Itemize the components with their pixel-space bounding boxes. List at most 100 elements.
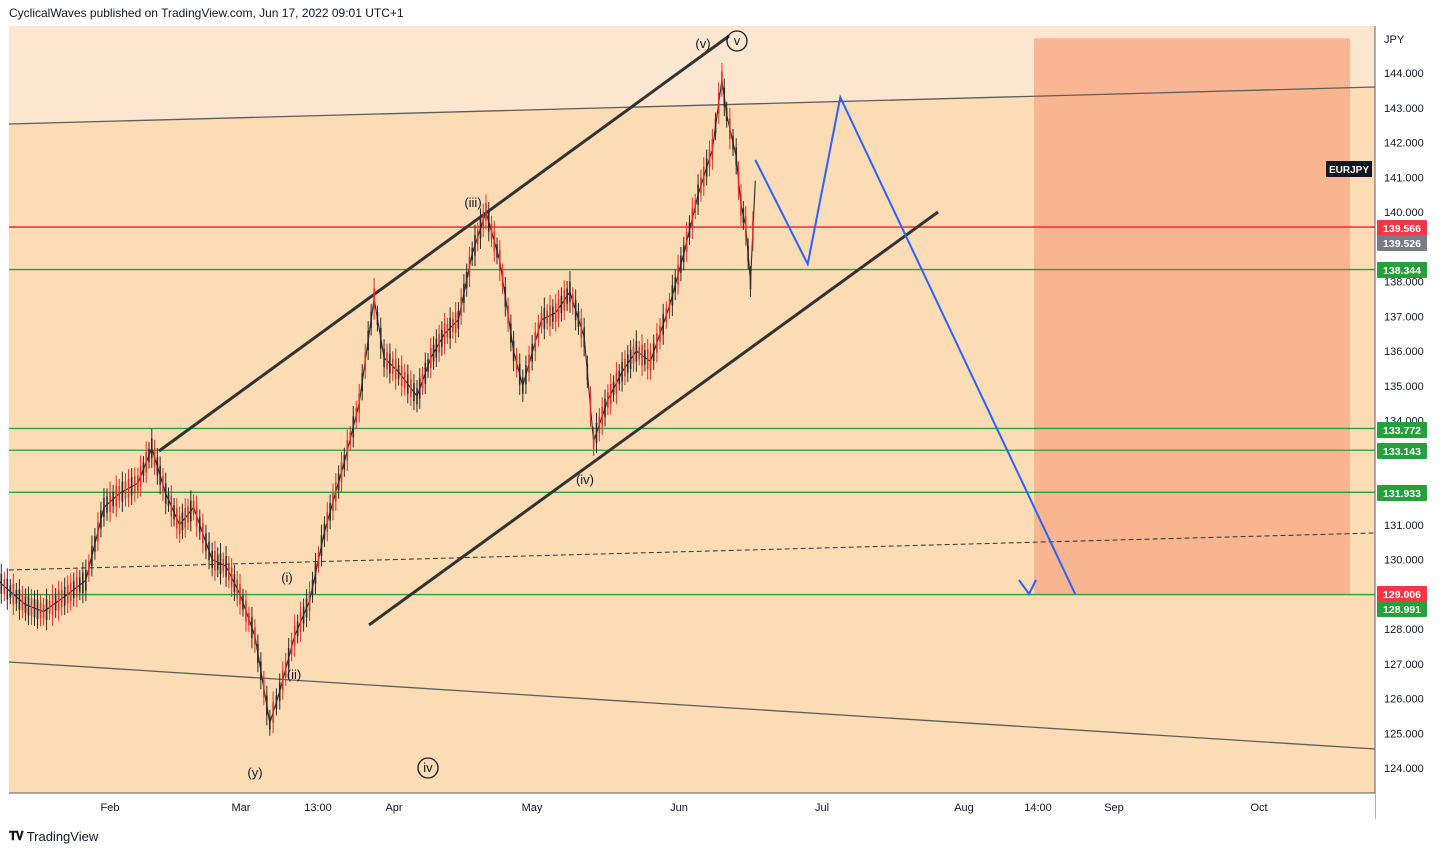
candle-body: [164, 483, 167, 504]
candle-body: [474, 234, 476, 256]
channel-lower-line[interactable]: [368, 210, 939, 627]
candle-body: [323, 524, 326, 540]
candle-body: [571, 294, 574, 308]
candle-body: [184, 508, 187, 528]
candle-body: [21, 593, 24, 611]
x-tick-label: 14:00: [1024, 802, 1052, 814]
channel-upper-line[interactable]: [158, 34, 730, 453]
upper-trendline[interactable]: [8, 86, 1376, 125]
time-axis[interactable]: [0, 793, 1375, 819]
candle-body: [214, 550, 216, 571]
candle-body: [6, 578, 9, 600]
candle-body: [216, 554, 219, 570]
candle-body: [335, 482, 337, 502]
price-tag-label: 139.566: [1383, 223, 1421, 235]
candle-body: [589, 396, 592, 417]
candle-body: [82, 572, 84, 593]
candle-body: [697, 184, 699, 205]
candle-body: [162, 476, 164, 493]
candle-body: [178, 515, 181, 534]
candle-body: [167, 493, 170, 506]
candle-body: [355, 407, 358, 423]
target-zone: [1034, 38, 1350, 595]
candle-body: [314, 563, 317, 584]
price-tag: [1377, 235, 1427, 251]
candle-body: [525, 365, 527, 385]
candle-body: [554, 303, 557, 323]
candle-body: [30, 597, 33, 616]
candle-body: [236, 579, 239, 598]
candle-body: [3, 579, 6, 594]
candle-body: [290, 639, 293, 655]
candle-body: [302, 606, 305, 624]
x-tick-label: May: [522, 802, 543, 814]
price-tags: 139.566 139.526 138.344 133.772 133.143 131.9…: [1377, 220, 1427, 617]
candle-body: [181, 512, 184, 531]
y-tick-label: 142.000: [1384, 138, 1424, 150]
candle-body: [275, 695, 278, 709]
candle-body: [737, 171, 740, 191]
lower-trendline[interactable]: [8, 661, 1376, 750]
candle-body: [346, 440, 349, 461]
wave-labels: (y) (ii) (i) (iii) (iv) (v) v iv: [247, 30, 748, 780]
candle-body: [583, 327, 585, 347]
candle-body: [254, 627, 256, 645]
candle-body: [688, 222, 691, 238]
candle-body: [638, 346, 640, 360]
candle-body: [389, 353, 391, 374]
x-tick-label: Apr: [385, 802, 402, 814]
candle-body: [272, 701, 274, 723]
candle-body: [749, 273, 752, 290]
y-tick-label: 128.000: [1384, 624, 1424, 636]
candle-body: [487, 211, 490, 232]
wave-label: (ii): [287, 667, 301, 682]
candle-body: [94, 535, 96, 552]
candle-body: [121, 481, 124, 502]
candle-body: [150, 438, 153, 459]
candle-body: [281, 670, 284, 691]
candle-body: [127, 478, 130, 498]
candle-body: [97, 521, 99, 542]
candle-body: [159, 465, 161, 485]
price-tag-label: 138.344: [1383, 265, 1421, 277]
x-tick-label: Sep: [1104, 802, 1124, 814]
dashed-midline[interactable]: [8, 532, 1376, 571]
candle-body: [534, 332, 537, 352]
candle-body: [296, 621, 299, 637]
candle-body: [416, 388, 418, 405]
price-tag-label: 139.526: [1383, 238, 1421, 250]
candle-body: [219, 553, 222, 575]
candle-body: [24, 596, 27, 613]
candle-body: [717, 92, 720, 114]
candle-body: [441, 329, 443, 348]
candle-body: [691, 207, 694, 229]
candle-body: [752, 221, 754, 241]
candle-body: [708, 149, 711, 168]
candle-body: [680, 255, 682, 273]
candle-body: [170, 495, 173, 517]
candle-body: [626, 354, 629, 373]
candle-body: [91, 545, 93, 567]
candle-body: [153, 448, 156, 467]
candle-body: [202, 523, 204, 544]
candle-body: [586, 363, 589, 380]
projection-path[interactable]: [754, 94, 1077, 595]
candle-body: [515, 355, 518, 370]
wave-label: iv: [423, 760, 433, 775]
candle-body: [435, 338, 438, 358]
y-tick-label: 144.000: [1384, 68, 1424, 80]
candle-body: [592, 434, 595, 449]
candle-body: [320, 535, 323, 557]
candle-body: [418, 378, 421, 399]
candle-body: [612, 381, 615, 396]
candle-body: [463, 283, 465, 303]
candle-body: [476, 229, 479, 245]
brand-label: TradingView: [26, 829, 99, 844]
candle-body: [242, 595, 244, 610]
candle-body: [747, 245, 749, 262]
y-tick-label: 140.000: [1384, 207, 1424, 219]
candle-body: [36, 599, 39, 620]
wave-label: (iv): [576, 472, 594, 487]
